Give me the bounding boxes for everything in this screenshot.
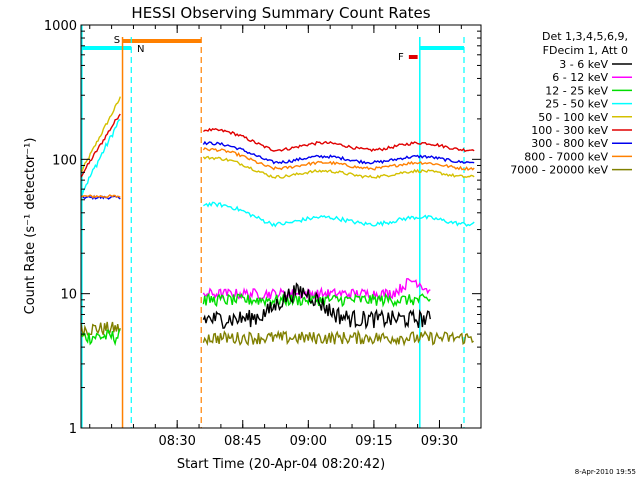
series-lines bbox=[80, 96, 475, 347]
legend-entry-label: 25 - 50 keV bbox=[545, 98, 608, 111]
marker-n: N bbox=[137, 44, 144, 55]
legend-entry-label: 100 - 300 keV bbox=[531, 124, 608, 137]
x-tick-label: 09:30 bbox=[421, 434, 458, 449]
legend-entry-label: 6 - 12 keV bbox=[552, 71, 608, 84]
segment-bars: S N F bbox=[81, 25, 465, 428]
series-50-100-pre bbox=[80, 96, 121, 173]
series-100-300-pre bbox=[80, 113, 121, 178]
y-tick-label: 100 bbox=[52, 153, 77, 168]
series-800-7000 bbox=[202, 147, 475, 171]
y-tick-label: 1 bbox=[69, 422, 77, 437]
y-tick-label: 1000 bbox=[44, 19, 77, 34]
series-25-50-pre bbox=[80, 119, 121, 196]
x-axis-label: Start Time (20-Apr-04 08:20:42) bbox=[177, 457, 385, 472]
series-12-25-pre bbox=[80, 329, 121, 347]
marker-f: F bbox=[398, 52, 404, 63]
series-50-100 bbox=[202, 155, 475, 179]
legend-entry-label: 7000 - 20000 keV bbox=[510, 164, 608, 177]
legend-entry-label: 12 - 25 keV bbox=[545, 84, 608, 97]
legend-header-2: FDecim 1, Att 0 bbox=[543, 44, 628, 57]
chart-title: HESSI Observing Summary Count Rates bbox=[131, 4, 430, 22]
legend-entry-label: 800 - 7000 keV bbox=[524, 150, 608, 163]
x-tick-label: 08:30 bbox=[158, 434, 195, 449]
series-3-6 bbox=[202, 282, 431, 330]
series-800-7000-pre bbox=[80, 194, 121, 199]
series-12-25 bbox=[202, 292, 431, 308]
x-tick-label: 09:00 bbox=[290, 434, 327, 449]
legend-entry-label: 3 - 6 keV bbox=[559, 58, 608, 71]
plot-frame bbox=[80, 24, 482, 429]
legend-entry-label: 50 - 100 keV bbox=[538, 111, 608, 124]
series-25-50 bbox=[203, 201, 475, 228]
legend-header-1: Det 1,3,4,5,6,9, bbox=[542, 30, 628, 43]
y-tick-label: 10 bbox=[60, 288, 77, 303]
series-7000-20000 bbox=[202, 329, 474, 347]
series-7000-20000-pre bbox=[80, 321, 121, 337]
y-axis-label: Count Rate (s⁻¹ detector⁻¹) bbox=[23, 138, 38, 315]
series-100-300 bbox=[202, 127, 475, 153]
legend-entry-label: 300 - 800 keV bbox=[531, 137, 608, 150]
footer-date: 8-Apr-2010 19:55 bbox=[575, 468, 636, 476]
axes: 08:30 08:45 09:00 09:15 09:30 1 10 100 1000 bbox=[44, 19, 481, 449]
series-300-800 bbox=[202, 140, 475, 165]
x-tick-label: 08:45 bbox=[224, 434, 261, 449]
x-tick-label: 09:15 bbox=[355, 434, 392, 449]
marker-s: S bbox=[114, 35, 120, 46]
